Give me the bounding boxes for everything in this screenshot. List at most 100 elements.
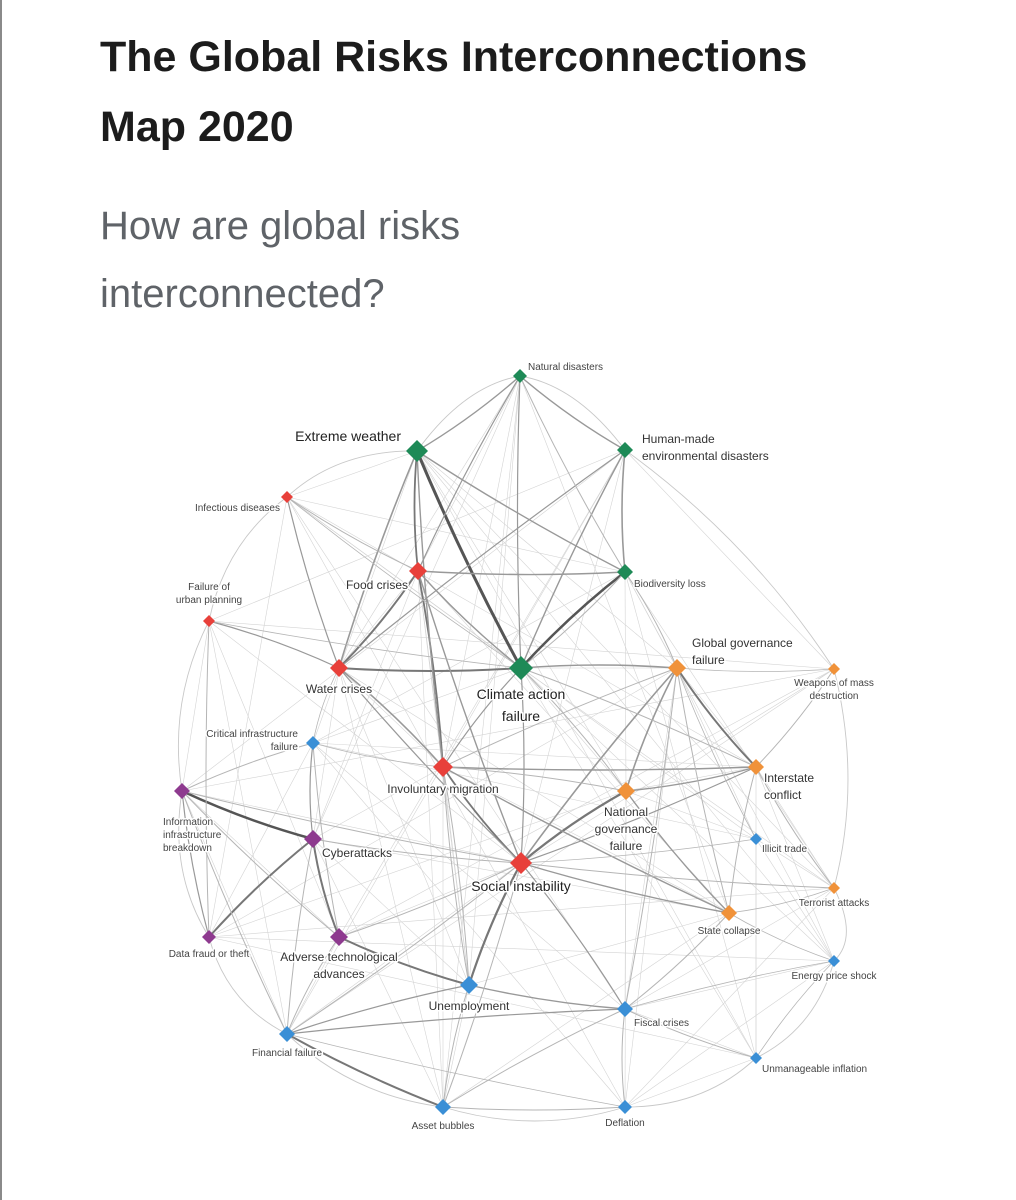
node-energy-price[interactable] bbox=[828, 955, 840, 967]
edge-climate-action-biodiversity-loss bbox=[520, 571, 626, 669]
node-label-involuntary-migration: Involuntary migration bbox=[387, 782, 498, 796]
faint-connection bbox=[755, 838, 835, 889]
node-label-halo: Asset bubbles bbox=[412, 1121, 475, 1132]
node-data-fraud[interactable] bbox=[202, 930, 216, 944]
faint-connection bbox=[417, 570, 444, 1108]
edge-fiscal-crises-asset-bubbles bbox=[442, 1008, 626, 1108]
edge-water-crises-urban-planning bbox=[208, 620, 340, 669]
faint-connection bbox=[624, 1057, 757, 1108]
edge-human-made-env-water-crises bbox=[338, 449, 626, 669]
node-social-instability[interactable] bbox=[510, 852, 532, 874]
node-label-critical-infra: failure bbox=[271, 742, 299, 753]
faint-connection bbox=[312, 838, 444, 1108]
node-label-info-infra: infrastructure bbox=[163, 830, 222, 841]
edge-social-instability-unemployment bbox=[467, 861, 523, 987]
faint-connection bbox=[338, 449, 626, 938]
node-label-energy-price: Energy price shock bbox=[791, 971, 877, 982]
faint-connection bbox=[312, 571, 626, 744]
node-wmd[interactable] bbox=[828, 663, 840, 675]
faint-connection bbox=[442, 984, 470, 1108]
node-fiscal-crises[interactable] bbox=[617, 1001, 633, 1017]
node-label-deflation: Deflation bbox=[605, 1118, 644, 1129]
faint-connection bbox=[312, 375, 521, 840]
node-national-governance[interactable] bbox=[617, 782, 635, 800]
node-label-critical-infra: Critical infrastructure bbox=[206, 729, 298, 740]
node-label-halo: Food crises bbox=[346, 578, 408, 592]
faint-connection bbox=[442, 912, 730, 1108]
node-label-national-governance: National bbox=[604, 805, 648, 819]
outer-arc bbox=[519, 375, 626, 451]
node-water-crises[interactable] bbox=[330, 659, 348, 677]
node-state-collapse[interactable] bbox=[721, 905, 737, 921]
node-urban-planning[interactable] bbox=[203, 615, 215, 627]
node-human-made-env[interactable] bbox=[617, 442, 633, 458]
edge-involuntary-migration-state-collapse bbox=[442, 766, 730, 914]
node-infectious-diseases[interactable] bbox=[281, 491, 293, 503]
node-unmanageable-inflation[interactable] bbox=[750, 1052, 762, 1064]
node-natural-disasters[interactable] bbox=[513, 369, 527, 383]
node-financial-failure[interactable] bbox=[279, 1026, 295, 1042]
node-adverse-tech[interactable] bbox=[330, 928, 348, 946]
edge-involuntary-migration-unemployment bbox=[442, 766, 470, 986]
faint-connection bbox=[312, 667, 522, 744]
node-label-interstate-conflict: Interstate bbox=[764, 771, 814, 785]
edge-state-collapse-energy-price bbox=[728, 912, 835, 962]
edge-social-instability-climate-action bbox=[520, 667, 525, 864]
node-label-fiscal-crises: Fiscal crises bbox=[634, 1018, 689, 1029]
faint-connection bbox=[625, 790, 757, 840]
edge-fiscal-crises-social-instability bbox=[520, 862, 626, 1010]
node-critical-infra[interactable] bbox=[306, 736, 320, 750]
node-asset-bubbles[interactable] bbox=[435, 1099, 451, 1115]
edge-food-crises-social-instability bbox=[417, 570, 522, 864]
title-line-2: Map 2020 bbox=[100, 103, 294, 151]
node-interstate-conflict[interactable] bbox=[748, 759, 764, 775]
edge-infectious-diseases-water-crises bbox=[286, 496, 340, 669]
edge-extreme-weather-involuntary-migration bbox=[416, 450, 444, 768]
node-climate-action[interactable] bbox=[509, 656, 533, 680]
edge-infectious-diseases-climate-action bbox=[286, 496, 522, 669]
node-cyberattacks[interactable] bbox=[304, 830, 322, 848]
node-label-halo: Illicit trade bbox=[762, 844, 807, 855]
edge-extreme-weather-biodiversity-loss bbox=[416, 450, 626, 573]
node-label-human-made-env: environmental disasters bbox=[642, 449, 769, 463]
left-border bbox=[0, 0, 2, 1200]
node-unemployment[interactable] bbox=[460, 976, 478, 994]
node-label-asset-bubbles: Asset bubbles bbox=[412, 1121, 475, 1132]
faint-connection bbox=[338, 668, 835, 938]
outer-arc bbox=[833, 887, 847, 962]
node-involuntary-migration[interactable] bbox=[433, 757, 453, 777]
edge-global-governance-state-collapse bbox=[676, 667, 730, 914]
node-food-crises[interactable] bbox=[409, 562, 427, 580]
faint-connection bbox=[208, 620, 522, 864]
node-label-halo: failure bbox=[502, 708, 540, 724]
edge-human-made-env-climate-action bbox=[520, 449, 626, 669]
node-label-halo: Failure of bbox=[188, 582, 230, 593]
edge-interstate-conflict-climate-action bbox=[520, 667, 757, 768]
edge-social-instability-state-collapse bbox=[520, 862, 730, 914]
faint-connection bbox=[312, 667, 340, 840]
edge-asset-bubbles-deflation bbox=[442, 1106, 626, 1111]
faint-connection bbox=[181, 790, 522, 864]
node-biodiversity-loss[interactable] bbox=[617, 564, 633, 580]
node-label-urban-planning: urban planning bbox=[176, 595, 242, 606]
node-global-governance[interactable] bbox=[668, 659, 686, 677]
node-label-climate-action: Climate action bbox=[477, 686, 566, 702]
node-terrorist-attacks[interactable] bbox=[828, 882, 840, 894]
edge-national-governance-involuntary-migration bbox=[442, 766, 627, 792]
faint-connection bbox=[181, 790, 340, 938]
edge-national-governance-climate-action bbox=[520, 667, 627, 792]
node-label-adverse-tech: Adverse technological bbox=[280, 950, 397, 964]
edge-unemployment-involuntary-migration bbox=[442, 766, 470, 986]
faint-connection bbox=[520, 667, 835, 962]
node-extreme-weather[interactable] bbox=[406, 440, 428, 462]
outer-arc bbox=[624, 449, 835, 670]
node-info-infra[interactable] bbox=[174, 783, 190, 799]
node-label-halo: failure bbox=[692, 653, 725, 667]
node-illicit-trade[interactable] bbox=[750, 833, 762, 845]
faint-connection bbox=[208, 936, 835, 962]
faint-connection bbox=[442, 375, 521, 1108]
node-deflation[interactable] bbox=[618, 1100, 632, 1114]
faint-connection bbox=[624, 571, 835, 889]
edge-info-infra-social-instability bbox=[181, 790, 522, 864]
node-label-extreme-weather: Extreme weather bbox=[295, 428, 401, 444]
